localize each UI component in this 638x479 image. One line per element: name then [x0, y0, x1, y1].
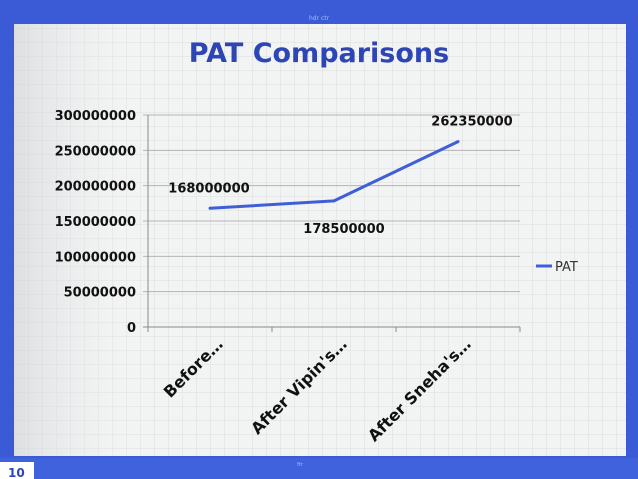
data-point	[332, 199, 336, 203]
y-axis-ticks: 0 50000000 100000000 150000000 200000000 2500…	[55, 109, 136, 336]
page-number-box	[0, 462, 34, 479]
data-point	[208, 206, 212, 210]
frame-top-bar	[0, 0, 638, 24]
data-label: 178500000	[303, 222, 384, 237]
footer-strip	[0, 458, 638, 479]
y-tick-label: 50000000	[64, 286, 136, 301]
legend: PAT	[536, 260, 578, 275]
data-point	[456, 140, 460, 144]
y-tick-label: 200000000	[55, 180, 136, 195]
bottom-bar-text: ftr	[297, 462, 304, 468]
chart-title: PAT Comparisons	[189, 38, 449, 69]
series-pat: 168000000 178500000 262350000	[168, 115, 512, 237]
page-number: 10	[8, 466, 25, 479]
y-tick-label: 150000000	[55, 215, 136, 230]
y-tick-label: 100000000	[55, 250, 136, 265]
data-label: 168000000	[168, 181, 249, 196]
y-tick-label: 0	[127, 321, 136, 336]
top-bar-text: hdr ctr	[309, 15, 330, 22]
grid-lines	[143, 114, 521, 332]
legend-label: PAT	[555, 260, 578, 275]
data-label: 262350000	[431, 115, 512, 130]
y-tick-label: 300000000	[55, 109, 136, 124]
panel-shading	[14, 24, 626, 456]
y-tick-label: 250000000	[55, 144, 136, 159]
